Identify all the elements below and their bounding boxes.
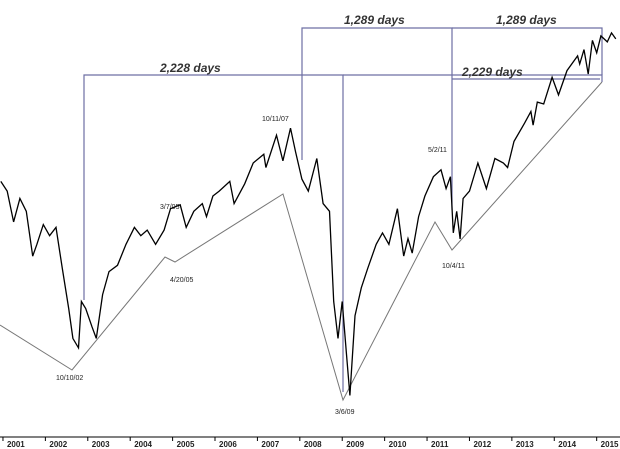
x-tick-label: 2002 xyxy=(49,440,67,449)
days-label: 2,229 days xyxy=(461,65,523,79)
trend-line xyxy=(0,81,603,402)
x-tick-label: 2007 xyxy=(261,440,279,449)
annotation: 10/10/02 xyxy=(56,375,83,382)
days-label: 1,289 days xyxy=(344,13,405,27)
bracket xyxy=(452,27,603,75)
annotation: 4/20/05 xyxy=(170,277,193,284)
x-tick-label: 2015 xyxy=(601,440,619,449)
x-tick-label: 2008 xyxy=(304,440,322,449)
x-tick-label: 2011 xyxy=(431,440,449,449)
x-tick-label: 2014 xyxy=(558,440,576,449)
x-tick-label: 2010 xyxy=(389,440,407,449)
days-label: 1,289 days xyxy=(496,13,557,27)
annotation: 3/6/09 xyxy=(335,409,355,416)
bracket xyxy=(83,74,344,392)
x-tick-label: 2004 xyxy=(134,440,152,449)
x-tick-label: 2012 xyxy=(473,440,491,449)
days-label: 2,228 days xyxy=(159,61,221,75)
bracket xyxy=(301,27,453,210)
x-tick-label: 2005 xyxy=(177,440,195,449)
annotation: 3/7/05 xyxy=(160,204,180,211)
x-tick-label: 2013 xyxy=(516,440,534,449)
x-tick-label: 2009 xyxy=(346,440,364,449)
price-line xyxy=(0,31,617,396)
annotation: 10/4/11 xyxy=(442,263,465,270)
x-tick-label: 2003 xyxy=(92,440,110,449)
annotation: 10/11/07 xyxy=(262,116,289,123)
x-tick-label: 2006 xyxy=(219,440,237,449)
annotation: 5/2/11 xyxy=(428,147,447,154)
x-tick-label: 2001 xyxy=(7,440,25,449)
